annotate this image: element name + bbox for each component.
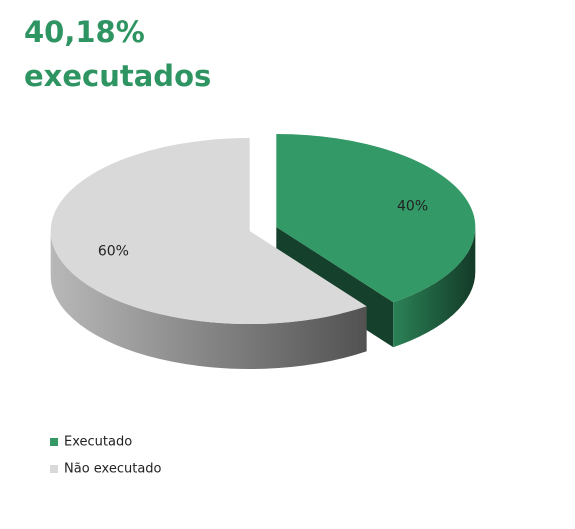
pie-slice <box>50 138 367 325</box>
slice-side <box>50 231 367 370</box>
data-label: 40% <box>397 198 428 214</box>
chart-title: 40,18% <box>24 15 145 49</box>
data-label: 60% <box>98 244 129 260</box>
legend-swatch <box>50 438 58 446</box>
slice-side <box>393 226 476 348</box>
pie-slice <box>276 133 476 303</box>
chart-title: executados <box>24 59 211 93</box>
legend-label: Não executado <box>64 462 162 477</box>
legend-label: Executado <box>64 435 132 450</box>
legend-swatch <box>50 465 58 473</box>
